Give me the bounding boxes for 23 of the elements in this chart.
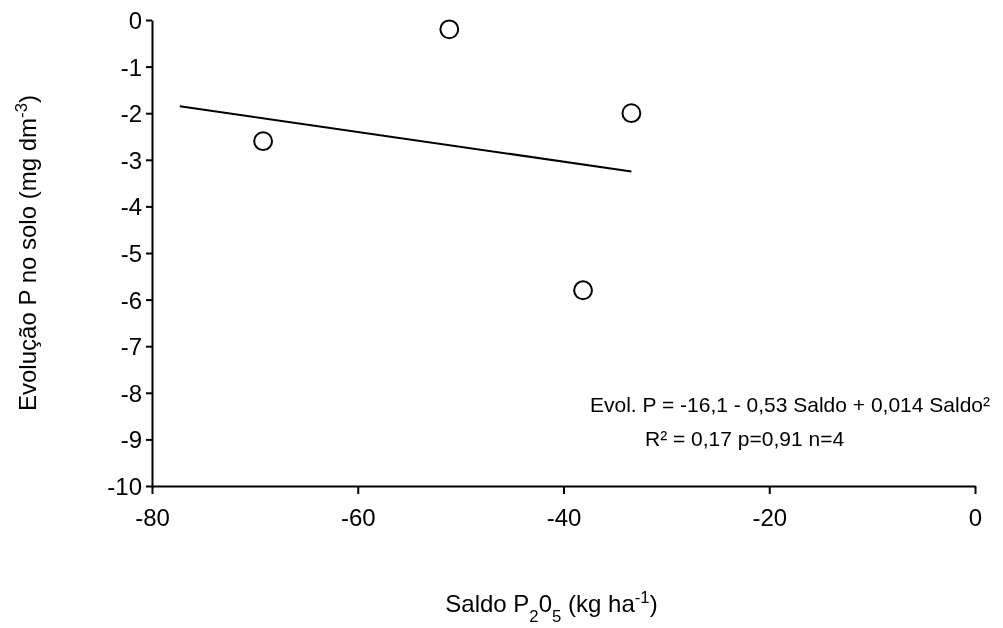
- y-tick-label: -1: [120, 53, 142, 81]
- y-tick-label: -6: [120, 286, 142, 314]
- y-tick-label: -4: [120, 193, 142, 221]
- y-tick-label: -8: [120, 379, 142, 407]
- annotation: R² = 0,17 p=0,91 n=4: [645, 427, 845, 450]
- y-tick-label: 0: [128, 6, 142, 34]
- x-tick-label: -20: [752, 503, 788, 531]
- point: [439, 19, 460, 40]
- annotation: Evol. P = -16,1 - 0,53 Saldo + 0,014 Saldo²: [589, 393, 991, 416]
- x-axis-title: Saldo P$_{2}$0$_{5}$ (kg ha$^{-1}$): [445, 587, 658, 626]
- point: [573, 280, 593, 301]
- y-tick-label: -10: [107, 472, 142, 500]
- x-tick-label: -80: [135, 503, 170, 531]
- y-tick-label: -3: [120, 146, 142, 174]
- y-tick-label: -5: [120, 239, 142, 267]
- y-tick-label: -7: [120, 333, 142, 361]
- x-tick-label: 0: [968, 503, 983, 531]
- point: [253, 131, 274, 152]
- point: [621, 103, 642, 124]
- x-tick-label: -60: [340, 503, 376, 531]
- y-tick-label: -2: [120, 100, 142, 128]
- y-tick-label: -9: [120, 426, 142, 454]
- x-tick-label: -40: [546, 503, 582, 531]
